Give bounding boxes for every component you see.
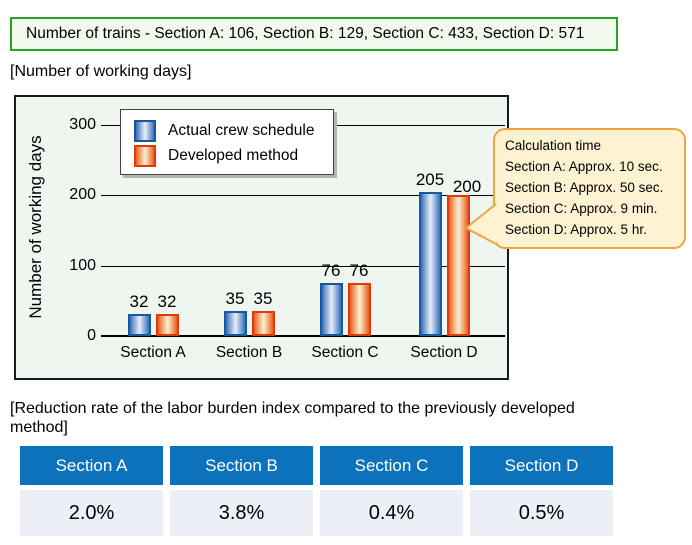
bar-value-label-developed-section-b: 35	[253, 289, 273, 308]
bar-actual-section-c	[319, 283, 343, 336]
x-axis-label-section-d: Section D	[410, 344, 478, 361]
table-value-section-b: 3.8%	[170, 490, 313, 536]
bar-value-label-actual-section-a: 32	[129, 292, 149, 311]
reduction-table: Section A Section B Section C Section D …	[20, 446, 613, 536]
callout-line-section-d: Section D: Approx. 5 hr.	[505, 222, 647, 237]
bar-actual-section-b	[223, 311, 247, 336]
trains-banner: Number of trains - Section A: 106, Secti…	[10, 17, 618, 51]
gridline-100	[101, 266, 505, 267]
bar-developed-section-a	[155, 314, 179, 336]
bar-value-label-actual-section-b: 35	[225, 289, 245, 308]
bar-value-label-actual-section-d: 205	[415, 170, 445, 189]
y-axis-label: Number of working days	[26, 135, 45, 319]
working-days-heading: [Number of working days]	[10, 63, 192, 80]
legend-item-actual: Actual crew schedule	[134, 119, 333, 143]
trains-banner-text: Number of trains - Section A: 106, Secti…	[26, 25, 585, 42]
bar-value-label-actual-section-c: 76	[321, 261, 341, 280]
table-value-section-d: 0.5%	[470, 490, 613, 536]
reduction-heading: [Reduction rate of the labor burden inde…	[10, 400, 575, 436]
bar-value-label-developed-section-a: 32	[157, 292, 177, 311]
legend-label-actual: Actual crew schedule	[168, 122, 315, 139]
chart-legend: Actual crew schedule Developed method	[120, 109, 334, 175]
callout-tail-pointer	[465, 203, 497, 245]
table-header-section-a: Section A	[20, 446, 163, 485]
y-tick-label-100: 100	[69, 257, 96, 274]
working-days-chart-panel: Number of working days Actual crew sched…	[14, 95, 509, 380]
bar-developed-section-b	[251, 311, 275, 336]
chart-plot-area: Number of working days Actual crew sched…	[16, 97, 507, 378]
y-tick-label-0: 0	[87, 327, 96, 344]
legend-item-developed: Developed method	[134, 144, 333, 168]
bar-value-label-developed-section-c: 76	[349, 261, 369, 280]
x-axis-label-section-b: Section B	[215, 344, 283, 361]
legend-swatch-blue	[134, 120, 156, 142]
table-header-section-d: Section D	[470, 446, 613, 485]
table-header-section-b: Section B	[170, 446, 313, 485]
y-tick-label-300: 300	[69, 116, 96, 133]
bar-value-label-developed-section-d: 200	[452, 177, 482, 196]
x-axis-label-section-a: Section A	[120, 344, 186, 361]
table-value-section-a: 2.0%	[20, 490, 163, 536]
bar-developed-section-d	[446, 195, 470, 336]
calculation-time-callout: Calculation time Section A: Approx. 10 s…	[493, 128, 686, 249]
callout-line-section-b: Section B: Approx. 50 sec.	[505, 180, 664, 195]
bar-actual-section-a	[127, 314, 151, 336]
callout-title: Calculation time	[505, 138, 602, 153]
gridline-200	[101, 195, 505, 196]
x-axis-line	[101, 335, 505, 337]
legend-label-developed: Developed method	[168, 147, 299, 164]
table-value-section-c: 0.4%	[320, 490, 463, 536]
bar-actual-section-d	[418, 192, 442, 336]
x-axis-label-section-c: Section C	[311, 344, 379, 361]
legend-swatch-red	[134, 145, 156, 167]
y-tick-label-200: 200	[69, 186, 96, 203]
callout-line-section-a: Section A: Approx. 10 sec.	[505, 159, 663, 174]
table-header-section-c: Section C	[320, 446, 463, 485]
bar-developed-section-c	[347, 283, 371, 336]
callout-line-section-c: Section C: Approx. 9 min.	[505, 201, 658, 216]
